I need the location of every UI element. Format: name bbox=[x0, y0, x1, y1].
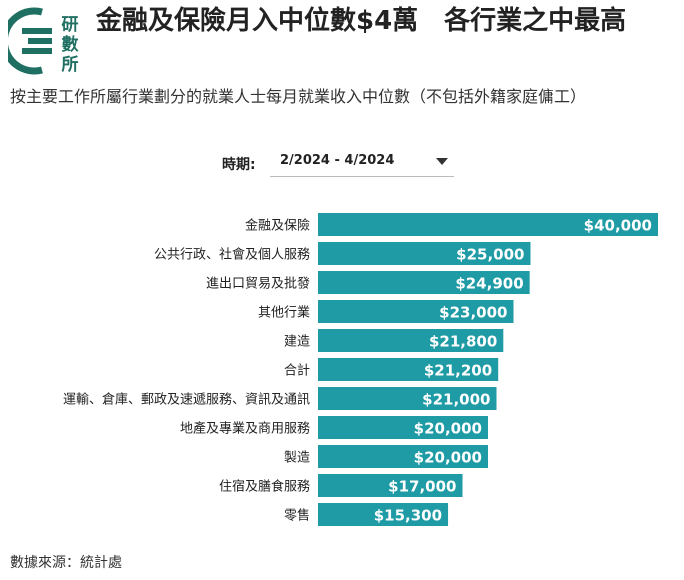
bar-1 bbox=[318, 242, 531, 265]
bar-6 bbox=[318, 387, 497, 410]
logo-char-3: 所 bbox=[62, 55, 79, 75]
bar-10 bbox=[318, 503, 449, 526]
category-label-9: 住宿及膳食服務 bbox=[219, 479, 310, 495]
logo-char-1: 研 bbox=[62, 15, 79, 35]
bar-4 bbox=[318, 329, 504, 352]
period-filter-label: 時期: bbox=[222, 157, 256, 173]
logo: 研 數 所 bbox=[0, 6, 90, 76]
category-label-10: 零售 bbox=[284, 508, 310, 524]
bar-9 bbox=[318, 474, 463, 497]
value-label-4: $21,800 bbox=[429, 333, 497, 351]
category-label-8: 製造 bbox=[284, 451, 310, 466]
logo-char-2: 數 bbox=[62, 34, 79, 55]
value-label-2: $24,900 bbox=[455, 275, 523, 293]
bar-7 bbox=[318, 416, 488, 439]
value-label-8: $20,000 bbox=[414, 449, 482, 467]
chevron-down-icon bbox=[436, 158, 448, 165]
category-label-6: 運輸、倉庫、郵政及速遞服務、資訊及通訊 bbox=[63, 393, 310, 408]
category-label-1: 公共行政、社會及個人服務 bbox=[154, 247, 310, 263]
category-label-4: 建造 bbox=[284, 335, 310, 350]
period-selected-value: 2/2024 - 4/2024 bbox=[280, 153, 395, 168]
value-label-6: $21,000 bbox=[422, 391, 490, 409]
value-label-3: $23,000 bbox=[439, 304, 507, 322]
category-label-5: 合計 bbox=[284, 363, 310, 379]
bar-3 bbox=[318, 300, 514, 323]
logo-emblem-icon: 研 數 所 bbox=[0, 7, 79, 75]
bar-chart: 金融及保險 $40,000 公共行政、社會及個人服務 $25,000 進出口貿易及批發 $… bbox=[63, 213, 658, 526]
category-label-7: 地產及專業及商用服務 bbox=[180, 421, 310, 437]
bar-5 bbox=[318, 358, 499, 381]
category-label-2: 進出口貿易及批發 bbox=[206, 277, 310, 292]
value-label-9: $17,000 bbox=[388, 478, 456, 496]
value-label-7: $20,000 bbox=[414, 420, 482, 438]
value-label-1: $25,000 bbox=[456, 246, 524, 264]
category-label-3: 其他行業 bbox=[258, 305, 310, 321]
chart-subtitle: 按主要工作所屬行業劃分的就業人士每月就業收入中位數（不包括外籍家庭傭工） bbox=[10, 87, 587, 106]
period-dropdown[interactable]: 2/2024 - 4/2024 bbox=[270, 148, 454, 177]
bar-0 bbox=[318, 213, 658, 236]
value-label-5: $21,200 bbox=[424, 362, 492, 380]
bar-2 bbox=[318, 271, 530, 294]
value-label-10: $15,300 bbox=[374, 507, 442, 525]
bar-8 bbox=[318, 445, 488, 468]
category-label-0: 金融及保險 bbox=[245, 218, 310, 234]
data-source: 數據來源：統計處 bbox=[10, 555, 122, 571]
chart-title: 金融及保險月入中位數$4萬 各行業之中最高 bbox=[96, 6, 627, 36]
value-label-0: $40,000 bbox=[584, 217, 652, 235]
